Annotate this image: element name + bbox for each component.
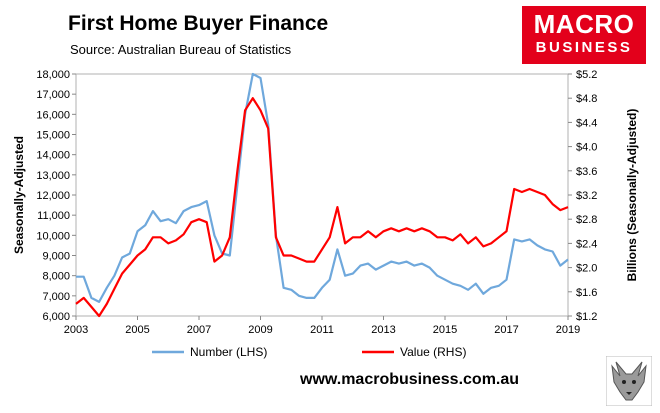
chart-axes: 2003 2005 2007 2009 2011 2013 2015 2017 2019 6,00…: [12, 69, 639, 336]
website-url: www.macrobusiness.com.au: [300, 371, 520, 388]
y-right-tick-label: $2.4: [576, 238, 597, 250]
x-tick-label: 2015: [433, 324, 457, 336]
chart-legend: Number (LHS) Value (RHS): [152, 345, 466, 359]
y-left-tick-label: 15,000: [36, 130, 70, 142]
y-right-tick-label: $4.0: [576, 142, 597, 154]
x-tick-label: 2003: [64, 324, 88, 336]
chart-title: First Home Buyer Finance: [68, 12, 329, 35]
y-right-tick-label: $2.8: [576, 214, 597, 226]
x-tick-label: 2005: [125, 324, 149, 336]
y-left-tick-label: 16,000: [36, 109, 70, 121]
x-tick-label: 2019: [556, 324, 580, 336]
y-right-tick-label: $3.6: [576, 166, 597, 178]
y-left-tick-label: 7,000: [42, 291, 70, 303]
plot-area-border: [75, 73, 569, 317]
y-left-tick-label: 18,000: [36, 69, 70, 81]
legend-label-value: Value (RHS): [400, 345, 466, 359]
number-series-line: [76, 72, 569, 303]
logo-line-2: BUSINESS: [535, 39, 633, 56]
x-tick-label: 2013: [371, 324, 395, 336]
y-left-tick-label: 14,000: [36, 150, 70, 162]
y-left-tick-label: 8,000: [42, 271, 70, 283]
chart-subtitle: Source: Australian Bureau of Statistics: [70, 42, 292, 57]
x-tick-label: 2017: [494, 324, 518, 336]
y-right-axis-title: Billions (Seasonally-Adjusted): [625, 109, 639, 282]
y-left-tick-label: 10,000: [36, 230, 70, 242]
y-right-tick-label: $4.4: [576, 117, 597, 129]
y-right-tick-label: $1.2: [576, 311, 597, 323]
chart-series: [75, 72, 569, 318]
macrobusiness-logo: MACRO BUSINESS: [522, 6, 646, 64]
y-left-tick-label: 13,000: [36, 170, 70, 182]
wolf-logo-icon: [606, 356, 652, 406]
x-tick-label: 2007: [187, 324, 211, 336]
y-left-axis-title: Seasonally-Adjusted: [12, 136, 26, 254]
y-left-tick-label: 9,000: [42, 251, 70, 263]
x-tick-label: 2011: [310, 324, 334, 336]
value-series-line: [75, 97, 569, 318]
y-right-tick-label: $4.8: [576, 93, 597, 105]
x-tick-label: 2009: [248, 324, 272, 336]
legend-label-number: Number (LHS): [190, 345, 267, 359]
y-left-tick-label: 11,000: [37, 210, 70, 222]
y-left-tick-label: 12,000: [36, 190, 70, 202]
y-right-tick-label: $1.6: [576, 287, 597, 299]
logo-line-1: MACRO: [533, 9, 635, 39]
y-left-tick-label: 17,000: [36, 89, 70, 101]
y-left-tick-label: 6,000: [42, 311, 70, 323]
y-right-tick-label: $3.2: [576, 190, 597, 202]
y-right-tick-label: $5.2: [576, 69, 597, 81]
y-right-tick-label: $2.0: [576, 263, 597, 275]
